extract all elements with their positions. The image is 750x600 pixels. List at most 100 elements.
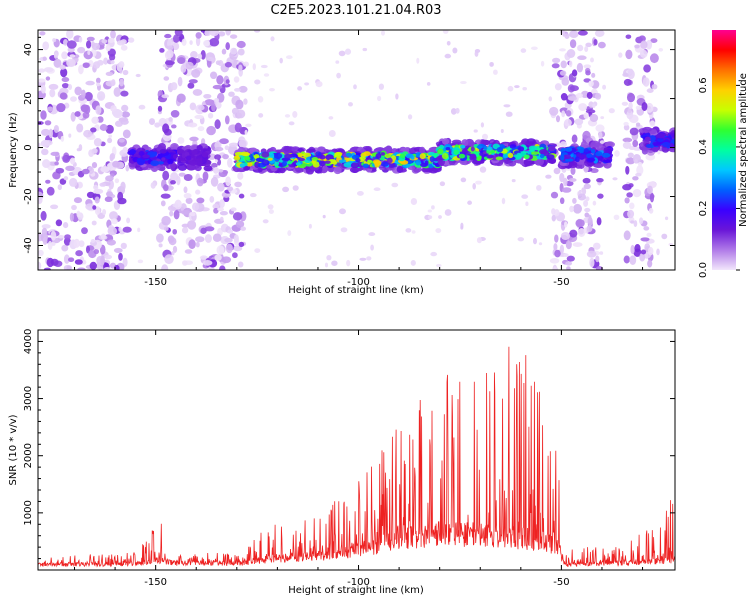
noise-cell — [164, 254, 174, 265]
noise-cell — [219, 138, 229, 145]
signal-cell — [595, 151, 603, 157]
colorbar-label: Normalized spectral amplitude — [738, 73, 749, 227]
snr-plot-frame — [37, 329, 676, 571]
noise-cell — [411, 230, 416, 234]
signal-cell — [284, 154, 293, 159]
noise-cell — [110, 59, 115, 65]
noise-cell — [224, 237, 233, 243]
noise-cell — [113, 87, 121, 97]
noise-cell — [479, 166, 487, 173]
signal-cell — [196, 144, 203, 151]
signal-cell — [311, 157, 319, 161]
noise-cell — [353, 84, 357, 90]
snr-y-tick-label: 4000 — [23, 329, 34, 354]
noise-cell — [649, 120, 656, 127]
spectrogram-y-label: Frequency (Hz) — [8, 112, 19, 188]
signal-cell — [302, 152, 312, 158]
noise-cell — [586, 91, 593, 99]
noise-cell — [460, 80, 467, 85]
signal-cell — [586, 153, 593, 159]
noise-cell — [438, 215, 442, 219]
noise-cell — [192, 202, 200, 211]
noise-cell — [105, 191, 114, 197]
signal-cell — [486, 146, 493, 151]
noise-cell — [77, 267, 86, 270]
noise-cell — [126, 217, 131, 224]
noise-cell — [585, 70, 591, 76]
noise-cell — [43, 67, 54, 73]
signal-cell — [516, 152, 522, 159]
signal-cell — [167, 158, 174, 165]
signal-cell — [312, 161, 320, 168]
noise-cell — [551, 208, 556, 216]
noise-cell — [599, 140, 605, 144]
snr-y-ticks: 1000 2000 3000 4000 — [23, 329, 675, 560]
noise-cell — [38, 261, 42, 270]
noise-cell — [182, 260, 188, 266]
signal-cell — [343, 161, 353, 168]
signal-cell — [539, 153, 545, 159]
noise-cell — [176, 175, 181, 186]
noise-cell — [119, 78, 125, 87]
noise-cell — [176, 93, 186, 103]
noise-cell — [331, 260, 338, 266]
noise-cell — [626, 192, 633, 198]
noise-cell — [430, 251, 438, 257]
noise-cell — [187, 220, 197, 230]
noise-cell — [157, 105, 163, 112]
noise-cell — [592, 200, 597, 206]
noise-cell — [197, 126, 205, 132]
noise-cell — [550, 191, 559, 199]
noise-cell — [122, 146, 128, 153]
noise-cell — [183, 173, 193, 182]
signal-cell — [298, 157, 305, 162]
noise-cell — [43, 267, 51, 270]
noise-cell — [86, 191, 95, 199]
signal-cell — [453, 149, 460, 155]
noise-cell — [177, 76, 183, 87]
noise-cell — [627, 209, 635, 219]
noise-cell — [93, 188, 104, 195]
noise-cell — [93, 248, 100, 255]
noise-cell — [39, 31, 46, 36]
noise-cell — [214, 146, 224, 152]
noise-cell — [565, 239, 572, 250]
noise-cell — [45, 179, 51, 184]
noise-cell — [328, 130, 336, 137]
noise-cell — [322, 214, 326, 219]
noise-cell — [635, 172, 642, 177]
noise-cell — [474, 50, 479, 57]
noise-cell — [391, 182, 399, 188]
signal-cell — [333, 166, 342, 175]
noise-cell — [288, 121, 295, 126]
noise-cell — [70, 111, 76, 122]
signal-cell — [239, 156, 246, 161]
noise-cell — [637, 162, 643, 167]
noise-cell — [625, 34, 632, 39]
signal-cell — [441, 138, 450, 145]
signal-cell — [261, 159, 270, 166]
noise-cell — [181, 223, 190, 228]
noise-cell — [93, 137, 102, 147]
noise-cell — [160, 200, 166, 207]
noise-cell — [536, 184, 542, 191]
signal-cell — [287, 160, 293, 165]
noise-cell — [564, 118, 572, 127]
noise-cell — [240, 226, 247, 231]
noise-cell — [628, 102, 633, 110]
signal-cell — [518, 146, 525, 152]
noise-cell — [184, 249, 193, 254]
noise-cell — [38, 195, 43, 205]
noise-cell — [203, 93, 212, 99]
noise-cell — [587, 216, 593, 227]
noise-cell — [219, 199, 225, 209]
signal-cell — [387, 162, 396, 168]
noise-cell — [533, 237, 537, 245]
noise-cell — [551, 63, 560, 69]
noise-cell — [212, 166, 220, 174]
noise-cell — [214, 119, 221, 130]
noise-cell — [260, 64, 268, 69]
noise-cell — [122, 129, 131, 139]
signal-cell — [662, 141, 671, 148]
noise-cell — [120, 242, 127, 250]
